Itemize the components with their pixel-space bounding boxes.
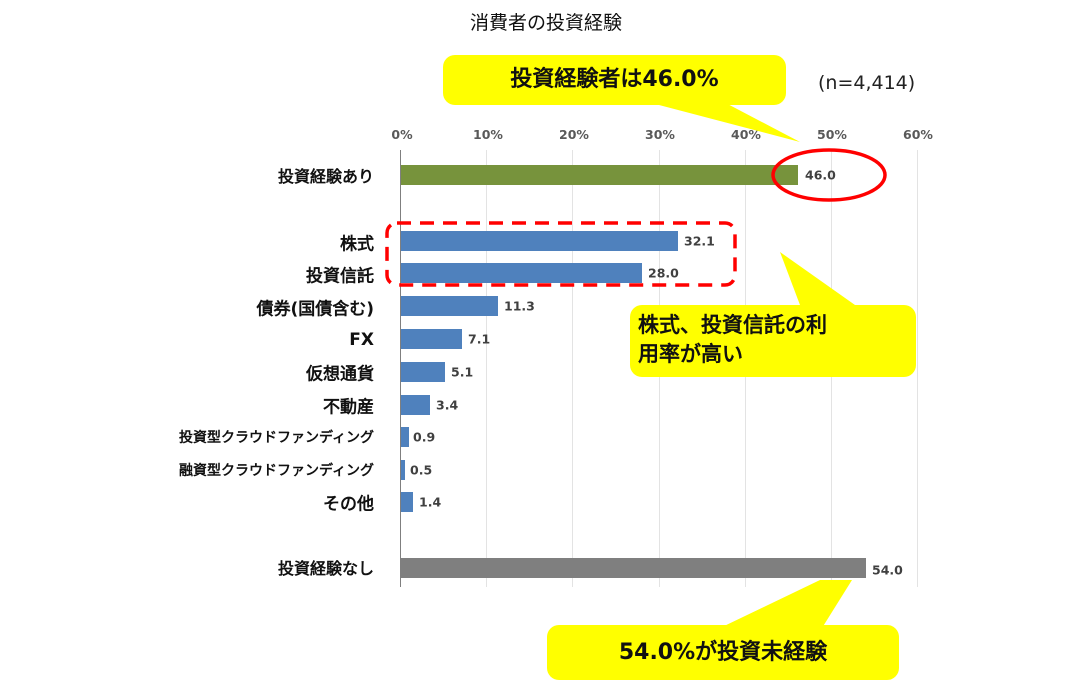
callout-line: 用率が高い [638,342,743,366]
bar-value: 32.1 [684,233,715,249]
callout-high-usage: 株式、投資信託の利 用率が高い [630,305,916,377]
bar-equity-crowdfunding [401,427,409,447]
gridline [486,150,487,587]
tick-40: 40% [731,127,761,142]
bar-value: 54.0 [872,562,903,578]
bar-fx [401,329,462,349]
sample-size-label: (n=4,414) [818,72,916,94]
callout-line: 株式、投資信託の利 [638,313,827,337]
callout-tail [720,580,852,628]
tick-60: 60% [903,127,933,142]
category-label: 債券(国債含む) [256,299,374,320]
bar-investment-trusts [401,263,642,283]
gridline [917,150,918,587]
bar-value: 5.1 [451,364,474,380]
callout-inexperienced: 54.0%が投資未経験 [547,625,899,680]
bar-crypto [401,362,445,382]
tick-0: 0% [391,127,413,142]
category-label: 投資経験なし [277,559,374,578]
bar-value: 1.4 [419,494,442,510]
category-label: 不動産 [323,397,374,418]
bar-value: 46.0 [805,167,836,183]
category-label: 投資信託 [306,266,374,287]
category-label: FX [349,330,374,350]
category-label: 投資型クラウドファンディング [178,430,374,446]
bar-value: 0.5 [410,462,433,478]
category-label: その他 [323,494,374,515]
chart-title: 消費者の投資経験 [469,12,622,34]
bar-other [401,492,413,512]
bar-stocks [401,231,678,251]
bar-value: 0.9 [413,429,436,445]
bar-value: 11.3 [504,298,535,314]
callout-experienced: 投資経験者は46.0% [443,55,786,105]
category-label: 仮想通貨 [306,364,374,385]
bar-value: 3.4 [436,397,459,413]
category-label: 株式 [340,234,374,255]
bar-lending-crowdfunding [401,460,405,480]
y-axis-line [400,150,401,587]
category-label: 投資経験あり [277,167,374,186]
gridline [572,150,573,587]
bar-value: 28.0 [648,265,679,281]
bar-experienced [401,165,798,185]
callout-tail [780,252,855,305]
tick-50: 50% [817,127,847,142]
bar-real-estate [401,395,430,415]
category-label: 融資型クラウドファンディング [178,463,374,479]
tick-20: 20% [559,127,589,142]
bar-inexperienced [401,558,866,578]
tick-10: 10% [473,127,503,142]
tick-30: 30% [645,127,675,142]
bar-value: 7.1 [468,331,491,347]
bar-bonds [401,296,498,316]
